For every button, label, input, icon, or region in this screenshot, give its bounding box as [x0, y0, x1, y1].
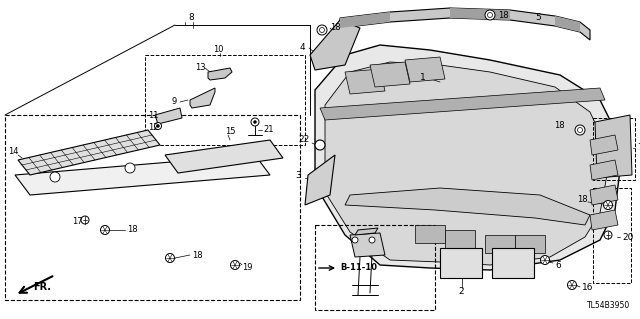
Polygon shape — [415, 225, 445, 243]
Polygon shape — [345, 69, 385, 94]
Polygon shape — [15, 155, 270, 195]
Bar — [492, 248, 534, 278]
Text: 14: 14 — [8, 147, 19, 157]
Circle shape — [157, 124, 159, 128]
Polygon shape — [315, 45, 620, 270]
Polygon shape — [165, 140, 283, 173]
Bar — [593, 118, 635, 180]
Polygon shape — [208, 68, 232, 80]
Text: 22: 22 — [298, 136, 309, 145]
Text: 1: 1 — [420, 73, 426, 83]
Text: 19: 19 — [242, 263, 253, 272]
Bar — [315, 225, 435, 310]
Polygon shape — [18, 130, 160, 175]
Text: 11: 11 — [148, 110, 159, 120]
Text: 18: 18 — [330, 24, 340, 33]
Text: TL54B3950: TL54B3950 — [587, 301, 630, 310]
Text: FR.: FR. — [33, 282, 51, 292]
Text: 18: 18 — [192, 250, 203, 259]
Text: B-11-10: B-11-10 — [340, 263, 377, 272]
Polygon shape — [450, 8, 510, 20]
Polygon shape — [590, 210, 618, 230]
Circle shape — [251, 118, 259, 126]
Text: 18: 18 — [577, 196, 588, 204]
Polygon shape — [370, 62, 410, 87]
Circle shape — [100, 226, 109, 234]
Bar — [593, 188, 631, 283]
Circle shape — [154, 122, 161, 130]
Circle shape — [604, 231, 612, 239]
Polygon shape — [190, 88, 215, 108]
Circle shape — [485, 10, 495, 20]
Text: 18: 18 — [127, 226, 138, 234]
Polygon shape — [405, 57, 445, 82]
Text: 4: 4 — [300, 43, 306, 53]
Circle shape — [253, 121, 257, 123]
Circle shape — [50, 172, 60, 182]
Text: 7: 7 — [637, 144, 640, 152]
Polygon shape — [340, 8, 590, 40]
Circle shape — [604, 201, 612, 210]
Polygon shape — [310, 20, 360, 70]
Text: 10: 10 — [213, 46, 223, 55]
Polygon shape — [305, 155, 335, 205]
Polygon shape — [345, 188, 590, 225]
Text: 15: 15 — [225, 128, 236, 137]
Text: 12: 12 — [148, 122, 159, 131]
Text: 8: 8 — [188, 13, 194, 23]
Polygon shape — [340, 12, 390, 28]
Bar — [5, 115, 300, 300]
Polygon shape — [595, 115, 632, 178]
Text: 18: 18 — [554, 122, 565, 130]
Text: 18: 18 — [498, 11, 509, 19]
Polygon shape — [325, 62, 607, 265]
Polygon shape — [555, 16, 580, 32]
Polygon shape — [155, 108, 182, 124]
Circle shape — [568, 280, 577, 290]
Circle shape — [81, 216, 89, 224]
Text: 5: 5 — [535, 13, 541, 23]
Circle shape — [319, 27, 324, 33]
Bar — [145, 55, 305, 145]
Circle shape — [195, 157, 205, 167]
Text: 3: 3 — [295, 170, 301, 180]
Circle shape — [317, 25, 327, 35]
Polygon shape — [350, 233, 385, 257]
Circle shape — [166, 254, 175, 263]
Text: 9: 9 — [172, 98, 177, 107]
Text: 16: 16 — [582, 284, 593, 293]
Circle shape — [352, 237, 358, 243]
Polygon shape — [485, 235, 515, 253]
Circle shape — [230, 261, 239, 270]
Circle shape — [125, 163, 135, 173]
Text: 17: 17 — [72, 218, 83, 226]
Circle shape — [541, 256, 550, 264]
Circle shape — [575, 125, 585, 135]
Circle shape — [488, 12, 493, 18]
Polygon shape — [590, 185, 618, 205]
Polygon shape — [590, 160, 618, 180]
Text: 21: 21 — [263, 125, 273, 135]
Circle shape — [315, 140, 325, 150]
Circle shape — [577, 128, 582, 132]
Circle shape — [369, 237, 375, 243]
Polygon shape — [515, 235, 545, 253]
Polygon shape — [445, 230, 475, 248]
Bar — [440, 248, 482, 278]
Text: 2: 2 — [458, 287, 463, 296]
Text: 13: 13 — [195, 63, 205, 71]
Polygon shape — [355, 228, 378, 235]
Text: 6: 6 — [555, 261, 561, 270]
Text: 20: 20 — [622, 234, 634, 242]
Polygon shape — [320, 88, 605, 120]
Polygon shape — [590, 135, 618, 155]
